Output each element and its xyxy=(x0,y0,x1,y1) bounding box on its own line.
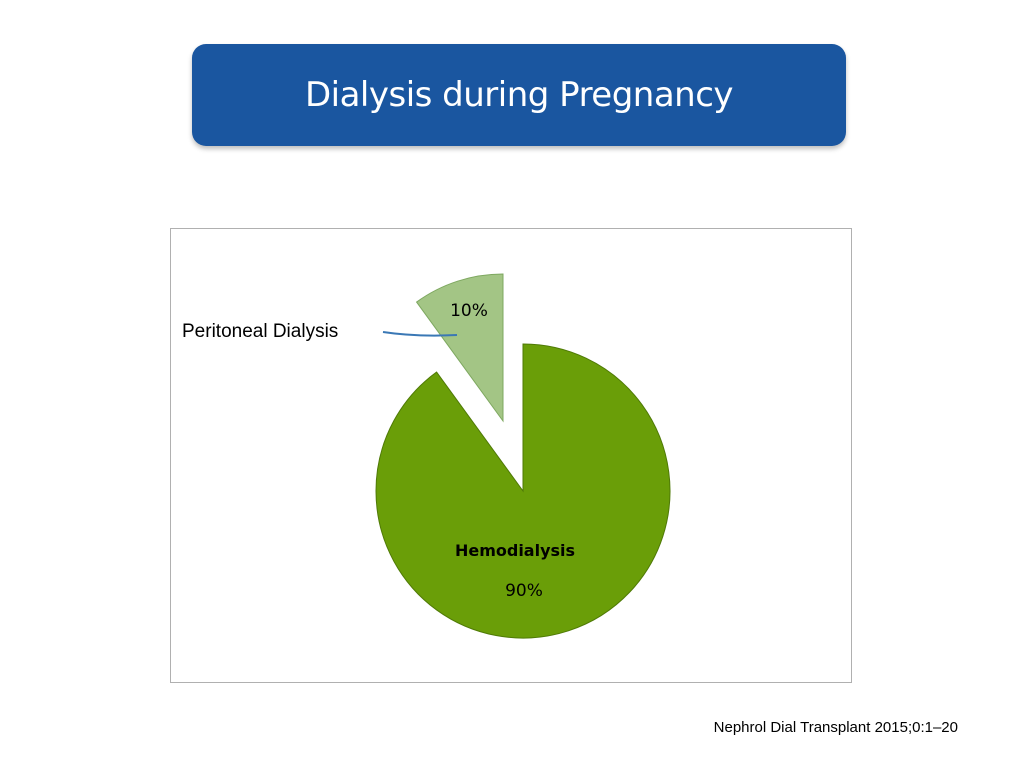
citation: Nephrol Dial Transplant 2015;0:1–20 xyxy=(713,719,958,736)
pie-slice-peritoneal-dialysis xyxy=(415,273,504,423)
data-label-peritoneal-value: 10% xyxy=(450,301,488,321)
chart-frame: 10% Peritoneal Dialysis Hemodialysis 90% xyxy=(170,228,852,683)
data-label-peritoneal-category: Peritoneal Dialysis xyxy=(182,321,338,342)
data-label-hemodialysis-category: Hemodialysis xyxy=(455,541,575,560)
pie-chart: 10% Peritoneal Dialysis Hemodialysis 90% xyxy=(182,273,671,639)
pie-slice-hemodialysis xyxy=(375,343,671,639)
data-label-hemodialysis-value: 90% xyxy=(505,581,543,601)
title-banner: Dialysis during Pregnancy xyxy=(192,44,846,146)
slide-title: Dialysis during Pregnancy xyxy=(304,75,734,115)
leader-line-peritoneal xyxy=(382,331,458,337)
